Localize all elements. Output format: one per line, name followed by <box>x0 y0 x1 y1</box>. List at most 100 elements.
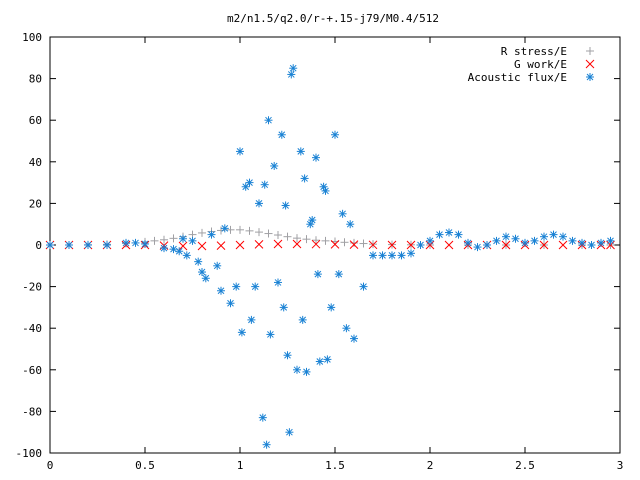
data-point <box>226 225 235 234</box>
data-point <box>293 365 301 374</box>
data-point <box>197 241 207 251</box>
data-point <box>388 251 396 260</box>
data-point <box>350 238 358 247</box>
data-point <box>387 240 397 250</box>
data-point <box>131 238 140 247</box>
data-point <box>350 334 358 343</box>
y-tick-label: 0 <box>35 239 42 252</box>
data-point <box>302 367 311 376</box>
data-point <box>262 440 271 449</box>
data-point <box>321 236 330 245</box>
data-point <box>473 243 482 252</box>
data-point <box>416 241 425 249</box>
legend-marker <box>586 47 594 55</box>
data-point <box>568 236 577 245</box>
data-point <box>539 240 549 250</box>
data-point <box>255 228 263 237</box>
series-layer <box>45 64 615 449</box>
x-tick-label: 1 <box>237 459 244 472</box>
data-point <box>407 249 415 258</box>
data-point <box>606 240 615 250</box>
data-point <box>220 224 229 233</box>
legend-label: Acoustic flux/E <box>468 71 567 84</box>
data-point <box>359 282 368 291</box>
data-point <box>273 239 283 249</box>
data-point <box>349 240 359 249</box>
data-point <box>194 257 203 266</box>
data-point <box>559 232 567 241</box>
data-point <box>425 240 435 250</box>
data-point <box>346 220 355 229</box>
data-point <box>84 241 92 249</box>
x-tick-label: 0.5 <box>135 459 155 472</box>
data-point <box>232 282 241 291</box>
data-point <box>274 231 282 240</box>
data-point <box>236 147 244 156</box>
data-point <box>302 235 311 244</box>
data-point <box>150 236 159 245</box>
data-point <box>247 315 256 324</box>
data-point <box>287 70 296 79</box>
data-point <box>334 270 343 279</box>
legend-marker <box>586 73 594 81</box>
data-point <box>483 241 491 249</box>
data-point <box>254 240 264 249</box>
data-point <box>587 241 596 249</box>
data-point <box>340 238 349 247</box>
data-point <box>312 153 320 162</box>
data-point <box>258 413 267 422</box>
y-tick-label: 80 <box>29 73 42 86</box>
data-point <box>266 330 275 339</box>
data-point <box>213 261 222 270</box>
data-point <box>342 324 351 333</box>
x-axis-ticks: 0 0.5 1 1.5 2 2.5 3 <box>47 37 624 472</box>
data-point <box>315 357 324 366</box>
data-point <box>521 238 529 247</box>
data-point <box>216 241 226 250</box>
data-point <box>65 241 73 249</box>
data-point <box>175 247 184 256</box>
data-point <box>359 239 368 248</box>
data-point <box>217 286 225 295</box>
x-tick-label: 3 <box>617 459 624 472</box>
data-point <box>169 245 178 254</box>
data-point <box>160 244 168 253</box>
data-point <box>331 130 339 139</box>
data-point <box>198 228 206 237</box>
data-point <box>285 428 294 437</box>
data-point <box>260 180 269 189</box>
data-point <box>444 240 454 250</box>
data-point <box>312 236 320 245</box>
data-point <box>245 226 254 235</box>
data-point <box>237 328 246 337</box>
data-point <box>397 251 406 260</box>
chart-title: m2/n1.5/q2.0/r-+.15-j79/M0.4/512 <box>227 12 439 25</box>
data-point <box>245 178 254 187</box>
series-acoustic-flux-e <box>46 64 615 449</box>
data-point <box>182 251 191 260</box>
data-point <box>426 236 434 245</box>
data-point <box>445 228 453 237</box>
y-axis-ticks: 100 80 60 40 20 0 -20 -40 -60 -80 -100 <box>16 31 620 460</box>
data-point <box>178 241 188 251</box>
data-point <box>502 232 510 241</box>
data-point <box>226 299 235 308</box>
data-point <box>454 230 463 239</box>
y-tick-label: 40 <box>29 156 42 169</box>
y-tick-label: 100 <box>22 31 42 44</box>
data-point <box>338 209 347 218</box>
data-point <box>327 303 336 312</box>
data-point <box>122 238 130 247</box>
x-tick-label: 1.5 <box>325 459 345 472</box>
data-point <box>292 239 302 249</box>
data-point <box>330 240 340 249</box>
data-point <box>311 239 321 249</box>
data-point <box>578 238 586 247</box>
data-point <box>308 216 317 225</box>
data-point <box>321 186 330 195</box>
data-point <box>296 147 305 156</box>
y-tick-label: 20 <box>29 197 42 210</box>
data-point <box>298 315 307 324</box>
